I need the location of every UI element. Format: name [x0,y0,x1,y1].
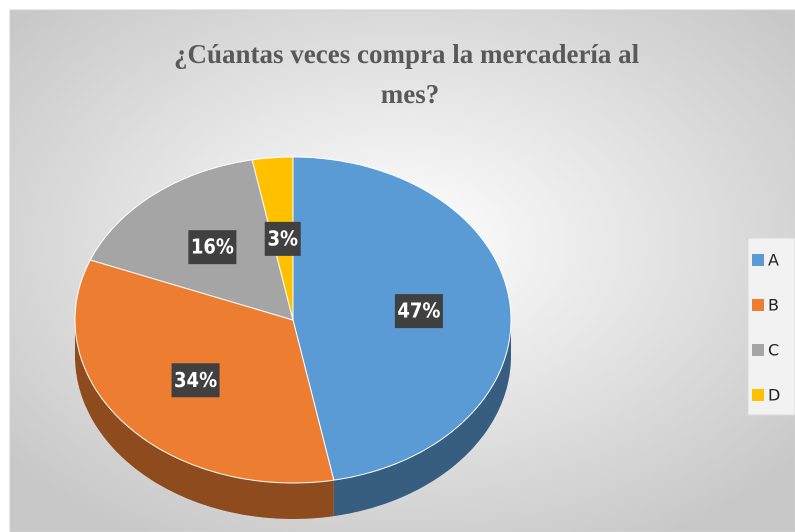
legend [747,237,795,416]
legend-swatch [752,389,764,401]
data-label-box [394,294,443,329]
data-label: 16% [191,235,234,259]
legend-swatch [752,299,764,311]
legend-swatch [752,254,764,266]
legend-label: A [768,251,779,270]
data-label: 3% [267,226,298,250]
legend-swatch [752,344,764,356]
data-label-box [171,363,220,398]
data-label: 34% [174,368,217,392]
chart-title: ¿Cúantas veces compra la mercadería al m… [174,39,646,109]
legend-label: B [768,296,779,315]
data-label: 47% [397,299,440,323]
slice-side [75,320,334,519]
legend-label: D [768,386,780,405]
legend-label: C [768,341,779,360]
slice-side [333,320,511,517]
data-label-box [188,230,237,265]
data-label-box [264,221,301,256]
